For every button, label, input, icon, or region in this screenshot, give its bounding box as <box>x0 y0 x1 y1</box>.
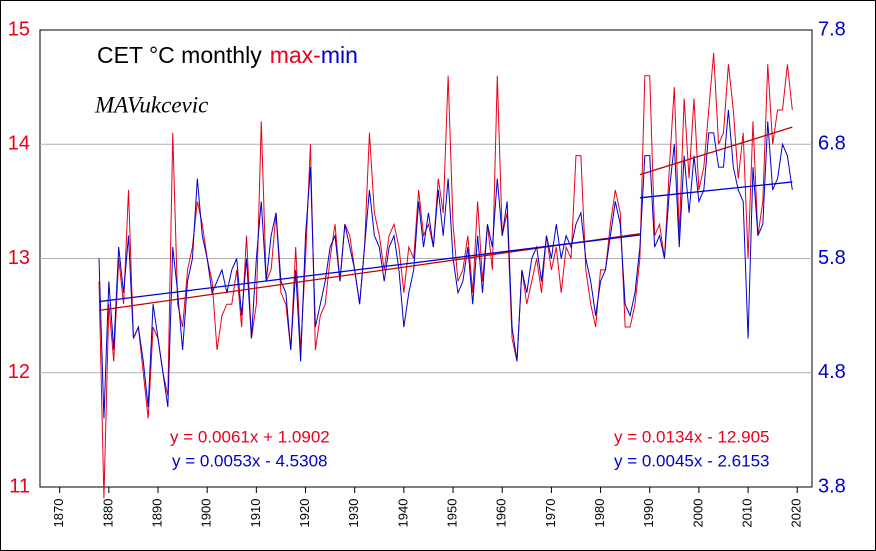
trend-line <box>639 181 793 199</box>
title-text: CET °C monthly <box>97 42 262 68</box>
trend-line <box>98 234 640 303</box>
y-tick-label: 15 <box>8 18 30 40</box>
x-tick-label: 1870 <box>51 499 66 528</box>
y2-tick-label: 7.8 <box>818 18 846 40</box>
trend-equation: y = 0.0061x + 1.0902 <box>170 427 330 446</box>
legend-entry: max <box>270 42 314 68</box>
legend-entry: min <box>321 42 358 68</box>
x-tick-label: 1980 <box>592 499 607 528</box>
y2-tick-label: 6.8 <box>818 133 846 155</box>
x-tick-label: 1880 <box>100 499 115 528</box>
y-tick-label: 14 <box>8 133 30 155</box>
plot-content <box>40 52 812 499</box>
x-tick-label: 1930 <box>346 499 361 528</box>
x-tick-label: 2020 <box>789 499 804 528</box>
y2-tick-label: 3.8 <box>818 475 846 497</box>
data-line <box>98 52 793 499</box>
x-tick-label: 1890 <box>149 499 164 528</box>
trend-equation: y = 0.0053x - 4.5308 <box>172 451 327 470</box>
x-tick-label: 1900 <box>199 499 214 528</box>
trend-equation: y = 0.0045x - 2.6153 <box>614 451 769 470</box>
title-separator: - <box>313 42 321 68</box>
x-tick-label: 1970 <box>543 499 558 528</box>
y-tick-label: 13 <box>8 247 30 269</box>
x-tick-label: 2000 <box>690 499 705 528</box>
x-tick-label: 1950 <box>444 499 459 528</box>
y-tick-label: 12 <box>8 361 30 383</box>
trend-equation: y = 0.0134x - 12.905 <box>614 427 769 446</box>
y-tick-label: 11 <box>9 475 30 497</box>
x-tick-label: 1910 <box>248 499 263 528</box>
x-tick-label: 1920 <box>297 499 312 528</box>
chart-title: CET °C monthly max-min <box>97 42 358 68</box>
x-tick-label: 1940 <box>395 499 410 528</box>
x-tick-label: 2010 <box>740 499 755 528</box>
y2-tick-label: 5.8 <box>818 247 846 269</box>
y2-tick-label: 4.8 <box>818 361 846 383</box>
watermark: MAVukcevic <box>94 92 208 117</box>
x-tick-label: 1990 <box>641 499 656 528</box>
trend-line <box>639 126 793 176</box>
x-tick-label: 1960 <box>494 499 509 528</box>
